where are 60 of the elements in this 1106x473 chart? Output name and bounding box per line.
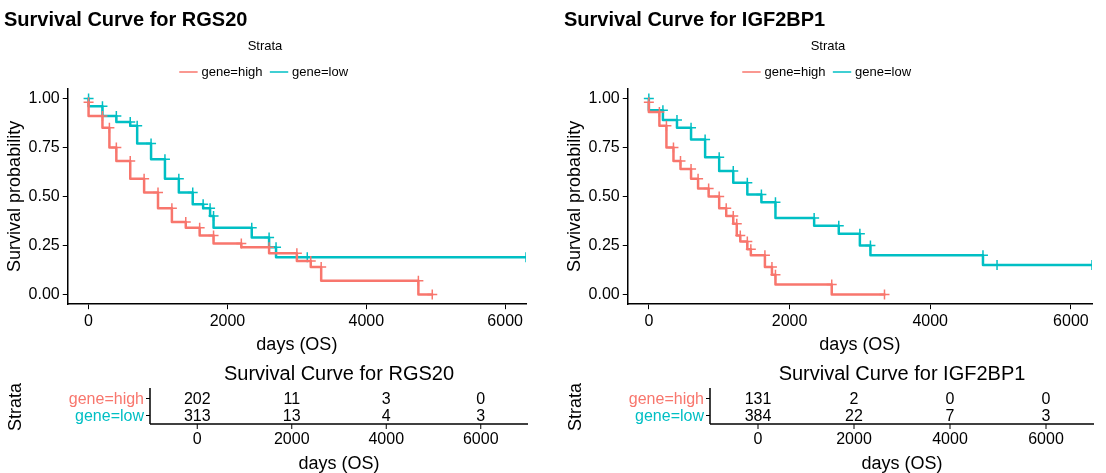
y-tick-label: 0.50 [28, 186, 60, 204]
data-label: 3 [1041, 407, 1051, 424]
x-tick-label: 0 [753, 430, 763, 447]
y-tick-label: 0.00 [28, 284, 60, 302]
y-axis-title: Strata [564, 382, 585, 432]
x-tick-label: 4000 [348, 312, 385, 330]
x-tick-label: 0 [84, 312, 94, 330]
data-label: 4 [381, 407, 391, 424]
y-tick-label: 0.25 [588, 235, 620, 253]
data-label: 3 [476, 407, 486, 424]
y-tick-label: 0.75 [28, 137, 60, 155]
data-label: 131 [744, 390, 772, 407]
x-tick-label: 2000 [209, 312, 246, 330]
x-tick-label: 6000 [1053, 312, 1089, 330]
legend-label: gene=high [764, 63, 826, 79]
data-label: 0 [945, 390, 955, 407]
x-tick-label: 4000 [932, 430, 968, 447]
x-tick-label: 6000 [487, 312, 524, 330]
data-label: 2 [849, 390, 859, 407]
x-tick-label: 4000 [912, 312, 949, 330]
data-label: 0 [1041, 390, 1051, 407]
legend-title: Strata [247, 38, 284, 54]
chart-title: Survival Curve for RGS20 [223, 362, 455, 384]
data-label: 3 [381, 390, 391, 407]
data-label: 13 [282, 407, 301, 424]
data-label: 11 [283, 390, 301, 407]
data-label: 7 [945, 407, 955, 424]
y-tick-label: 0.25 [28, 235, 60, 253]
legend-label: gene=low [292, 63, 349, 79]
x-tick-label: 0 [644, 312, 654, 330]
x-tick-label: 2000 [273, 430, 310, 447]
x-tick-label: 6000 [462, 430, 499, 447]
data-label: 313 [183, 407, 211, 424]
y-axis-title: Survival probability [563, 120, 584, 272]
chart-title: Survival Curve for IGF2BP1 [778, 362, 1026, 384]
y-axis-title: Survival probability [3, 120, 24, 272]
x-axis-title: days (OS) [256, 334, 338, 355]
chart-title: Survival Curve for IGF2BP1 [564, 7, 826, 30]
x-tick-label: 4000 [368, 430, 405, 447]
y-tick-label: 1.00 [28, 88, 60, 106]
x-axis-title: days (OS) [819, 334, 901, 355]
y-tick-label: 1.00 [588, 88, 620, 106]
data-label: 202 [183, 390, 211, 407]
y-tick-label: 0.50 [588, 186, 620, 204]
x-axis-title: days (OS) [298, 453, 380, 473]
legend-title: Strata [810, 38, 847, 54]
y-axis-title: Strata [4, 382, 25, 432]
data-label: 384 [744, 407, 772, 424]
x-axis-title: days (OS) [861, 453, 943, 473]
x-tick-label: 2000 [836, 430, 872, 447]
x-tick-label: 6000 [1028, 430, 1064, 447]
data-label: 0 [476, 390, 486, 407]
chart-title: Survival Curve for RGS20 [4, 7, 248, 30]
y-tick-label: 0.75 [588, 137, 620, 155]
x-tick-label: 0 [192, 430, 202, 447]
y-tick-label: 0.00 [588, 284, 620, 302]
x-tick-label: 2000 [771, 312, 808, 330]
legend-label: gene=low [855, 63, 912, 79]
data-label: 22 [845, 407, 863, 424]
legend-label: gene=high [201, 63, 263, 79]
